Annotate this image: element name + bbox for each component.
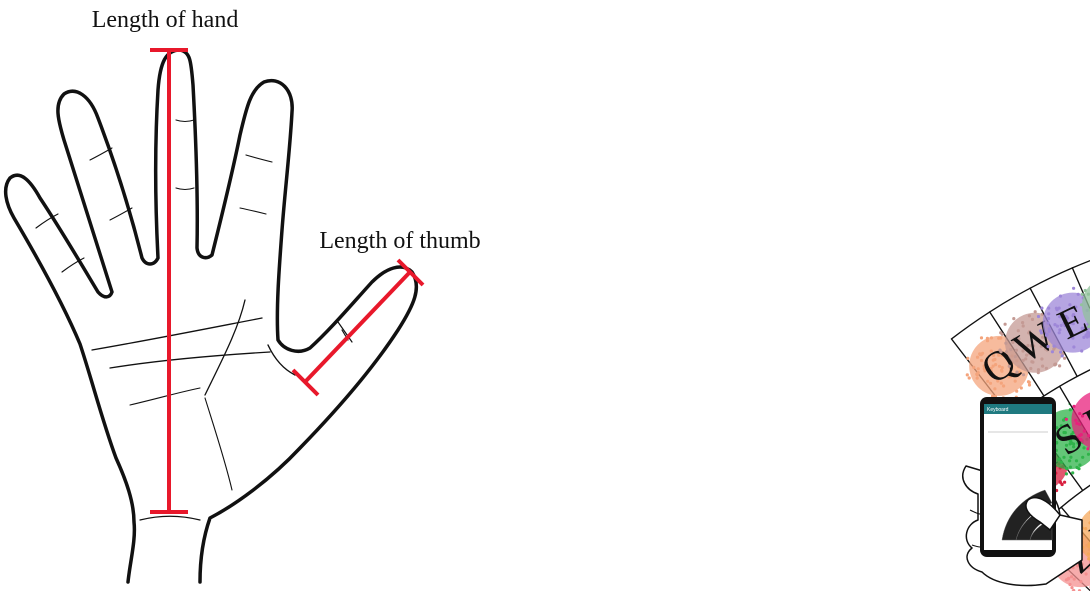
finger-crease [175, 187, 195, 191]
palm-crease [204, 299, 246, 396]
thumb-crease [337, 321, 353, 343]
phone-app-bar [984, 404, 1052, 414]
hand-illustration [3, 48, 419, 584]
finger-line [971, 544, 981, 548]
touch-points [1064, 404, 1090, 451]
touch-points [965, 336, 1034, 403]
key-d: D [1058, 369, 1090, 451]
finger-crease [61, 257, 85, 273]
thumb-length-label: Length of thumb [319, 228, 480, 254]
finger-crease [35, 213, 59, 229]
finger-crease [175, 119, 195, 123]
palm-crease [129, 387, 201, 406]
touch-distribution [1042, 292, 1090, 353]
curved-keyboard: QWERTYUIOPASDFGHJKLZXCVBNM [950, 259, 1090, 591]
touch-distribution [1071, 392, 1090, 448]
finger-line [969, 509, 981, 515]
palm-crease [91, 317, 263, 351]
palm-crease [204, 397, 233, 491]
phone-app-title: Keyboard [987, 407, 1009, 413]
thumb-on-screen [1025, 496, 1061, 532]
thumb-length-measure [291, 258, 425, 397]
hand-outline [3, 48, 419, 584]
wrist-line [139, 515, 201, 521]
hand-length-label: Length of hand [92, 7, 239, 33]
thumb-crease [267, 344, 296, 376]
hand-length-measure [150, 48, 188, 514]
phone-in-hand: Keyboard [962, 397, 1083, 587]
finger-crease [109, 207, 133, 221]
finger-crease [245, 154, 273, 163]
finger-crease [239, 207, 267, 215]
finger-crease [89, 147, 113, 161]
palm-crease [109, 351, 271, 369]
